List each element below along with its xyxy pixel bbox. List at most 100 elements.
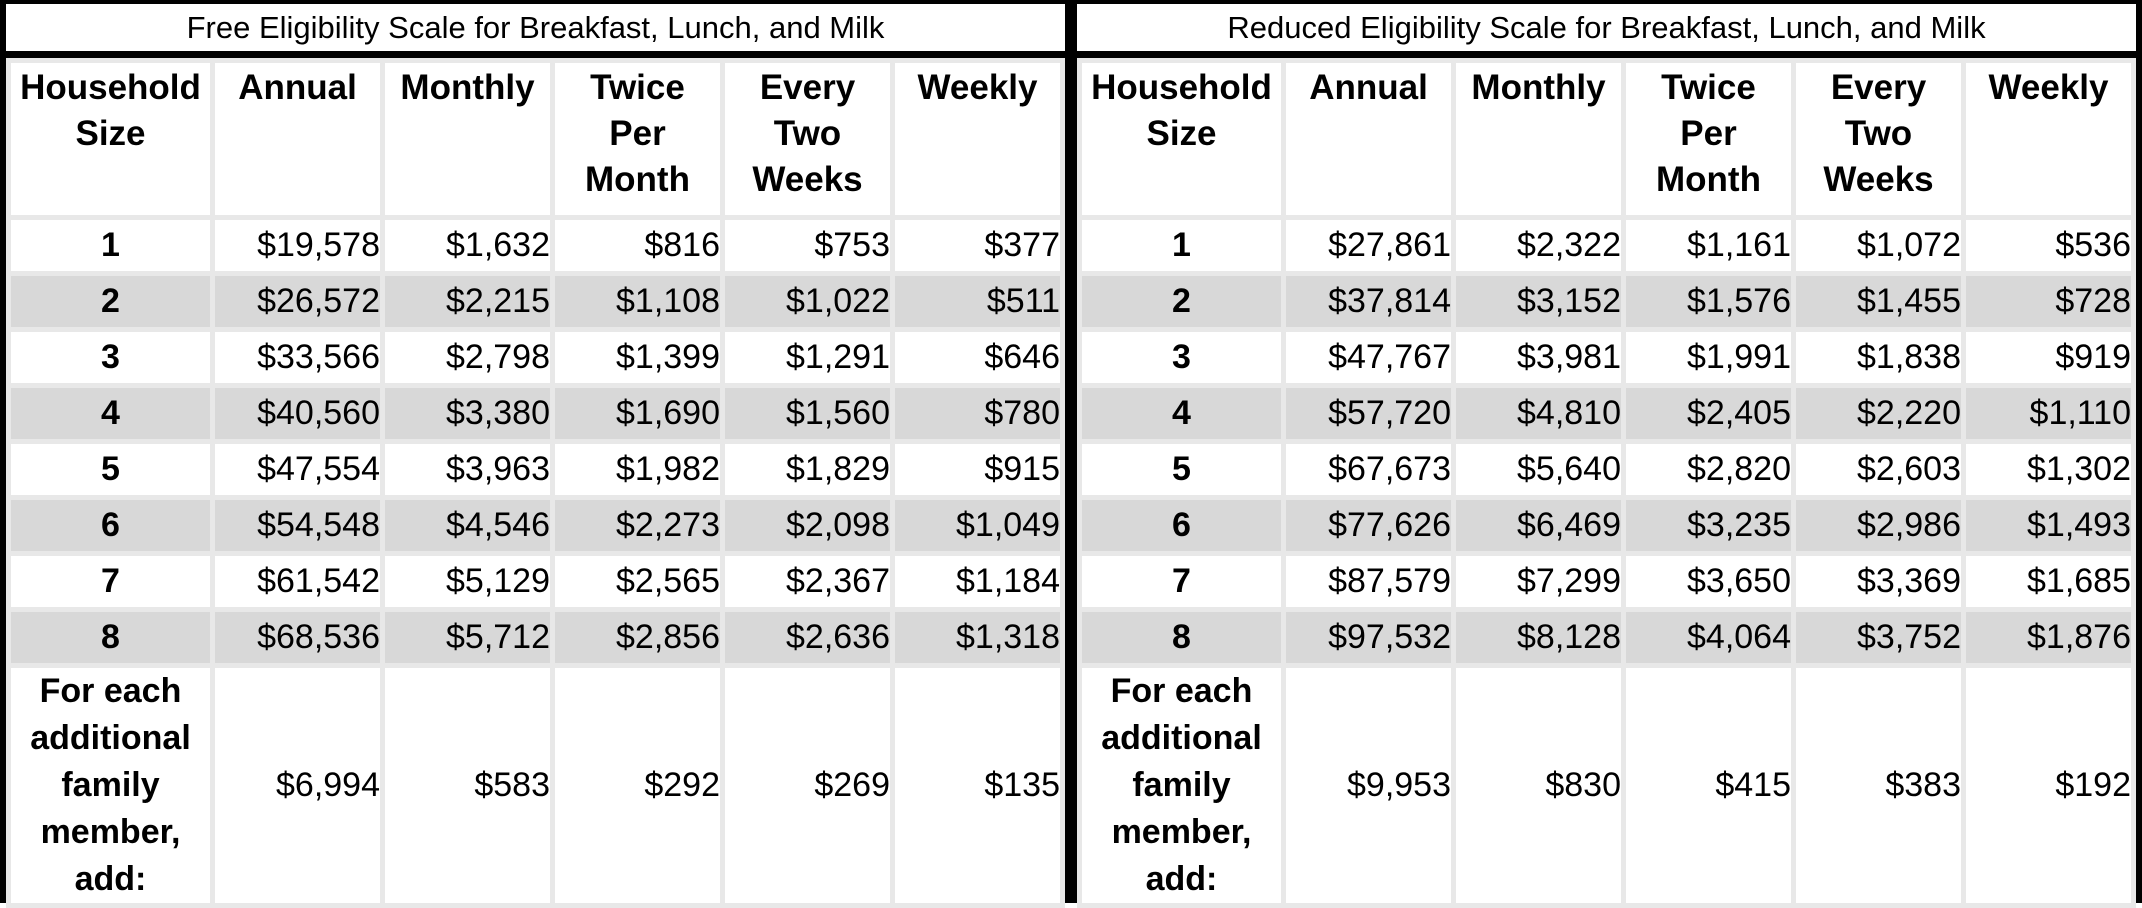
amount-cell: $1,108	[555, 276, 720, 327]
free-eligibility-table: Free Eligibility Scale for Breakfast, Lu…	[6, 4, 1065, 908]
data-row: 5 $67,673 $5,640 $2,820 $2,603 $1,302	[1082, 444, 2131, 495]
amount-cell: $2,565	[555, 556, 720, 607]
amount-cell: $1,184	[895, 556, 1060, 607]
amount-cell: $753	[725, 220, 890, 271]
additional-amount-cell: $135	[895, 668, 1060, 903]
amount-cell: $919	[1966, 332, 2131, 383]
reduced-table-title: Reduced Eligibility Scale for Breakfast,…	[1077, 4, 2136, 58]
additional-amount-cell: $269	[725, 668, 890, 903]
amount-cell: $2,273	[555, 500, 720, 551]
amount-cell: $54,548	[215, 500, 380, 551]
header-row: Household Size Annual Monthly Twice Per Mon…	[1082, 63, 2131, 215]
amount-cell: $728	[1966, 276, 2131, 327]
amount-cell: $33,566	[215, 332, 380, 383]
amount-cell: $1,632	[385, 220, 550, 271]
amount-cell: $27,861	[1286, 220, 1451, 271]
additional-amount-cell: $292	[555, 668, 720, 903]
amount-cell: $1,049	[895, 500, 1060, 551]
data-row: 5 $47,554 $3,963 $1,982 $1,829 $915	[11, 444, 1060, 495]
household-size-cell: 2	[1082, 276, 1281, 327]
reduced-eligibility-grid: Household Size Annual Monthly Twice Per Mon…	[1077, 58, 2136, 908]
amount-cell: $915	[895, 444, 1060, 495]
amount-cell: $1,302	[1966, 444, 2131, 495]
table-body: 1 $19,578 $1,632 $816 $753 $377 2 $26,572 $2,215…	[11, 220, 1060, 903]
column-header: Household Size	[1082, 63, 1281, 215]
amount-cell: $57,720	[1286, 388, 1451, 439]
amount-cell: $1,876	[1966, 612, 2131, 663]
amount-cell: $5,129	[385, 556, 550, 607]
column-header: Annual	[215, 63, 380, 215]
additional-member-row: For each additional family member, add: $…	[1082, 668, 2131, 903]
amount-cell: $2,636	[725, 612, 890, 663]
amount-cell: $1,829	[725, 444, 890, 495]
amount-cell: $1,982	[555, 444, 720, 495]
data-row: 1 $27,861 $2,322 $1,161 $1,072 $536	[1082, 220, 2131, 271]
amount-cell: $2,603	[1796, 444, 1961, 495]
household-size-cell: 7	[1082, 556, 1281, 607]
amount-cell: $1,493	[1966, 500, 2131, 551]
column-header: Twice Per Month	[1626, 63, 1791, 215]
amount-cell: $646	[895, 332, 1060, 383]
additional-amount-cell: $830	[1456, 668, 1621, 903]
amount-cell: $40,560	[215, 388, 380, 439]
amount-cell: $1,838	[1796, 332, 1961, 383]
reduced-eligibility-table: Reduced Eligibility Scale for Breakfast,…	[1077, 4, 2136, 908]
amount-cell: $2,405	[1626, 388, 1791, 439]
vertical-divider	[1065, 4, 1077, 897]
amount-cell: $4,546	[385, 500, 550, 551]
amount-cell: $6,469	[1456, 500, 1621, 551]
column-header: Monthly	[385, 63, 550, 215]
amount-cell: $1,072	[1796, 220, 1961, 271]
amount-cell: $1,110	[1966, 388, 2131, 439]
amount-cell: $1,685	[1966, 556, 2131, 607]
amount-cell: $5,712	[385, 612, 550, 663]
amount-cell: $2,986	[1796, 500, 1961, 551]
data-row: 4 $40,560 $3,380 $1,690 $1,560 $780	[11, 388, 1060, 439]
amount-cell: $2,367	[725, 556, 890, 607]
header-row: Household Size Annual Monthly Twice Per Mon…	[11, 63, 1060, 215]
amount-cell: $26,572	[215, 276, 380, 327]
household-size-cell: 1	[1082, 220, 1281, 271]
data-row: 6 $54,548 $4,546 $2,273 $2,098 $1,049	[11, 500, 1060, 551]
amount-cell: $1,455	[1796, 276, 1961, 327]
amount-cell: $2,798	[385, 332, 550, 383]
data-row: 4 $57,720 $4,810 $2,405 $2,220 $1,110	[1082, 388, 2131, 439]
amount-cell: $3,380	[385, 388, 550, 439]
data-row: 6 $77,626 $6,469 $3,235 $2,986 $1,493	[1082, 500, 2131, 551]
free-table-title: Free Eligibility Scale for Breakfast, Lu…	[6, 4, 1065, 58]
column-header: Annual	[1286, 63, 1451, 215]
amount-cell: $1,291	[725, 332, 890, 383]
amount-cell: $1,690	[555, 388, 720, 439]
household-size-cell: 5	[11, 444, 210, 495]
amount-cell: $2,215	[385, 276, 550, 327]
household-size-cell: 3	[11, 332, 210, 383]
amount-cell: $1,318	[895, 612, 1060, 663]
household-size-cell: 8	[1082, 612, 1281, 663]
amount-cell: $2,820	[1626, 444, 1791, 495]
data-row: 3 $47,767 $3,981 $1,991 $1,838 $919	[1082, 332, 2131, 383]
household-size-cell: 2	[11, 276, 210, 327]
column-header: Every Two Weeks	[725, 63, 890, 215]
amount-cell: $1,399	[555, 332, 720, 383]
column-header: Weekly	[895, 63, 1060, 215]
amount-cell: $97,532	[1286, 612, 1451, 663]
amount-cell: $4,810	[1456, 388, 1621, 439]
amount-cell: $7,299	[1456, 556, 1621, 607]
column-header: Every Two Weeks	[1796, 63, 1961, 215]
amount-cell: $3,152	[1456, 276, 1621, 327]
household-size-cell: 6	[11, 500, 210, 551]
amount-cell: $3,235	[1626, 500, 1791, 551]
table-body: 1 $27,861 $2,322 $1,161 $1,072 $536 2 $37,814 $3…	[1082, 220, 2131, 903]
additional-member-row: For each additional family member, add: $…	[11, 668, 1060, 903]
amount-cell: $37,814	[1286, 276, 1451, 327]
amount-cell: $2,322	[1456, 220, 1621, 271]
data-row: 1 $19,578 $1,632 $816 $753 $377	[11, 220, 1060, 271]
data-row: 2 $26,572 $2,215 $1,108 $1,022 $511	[11, 276, 1060, 327]
amount-cell: $1,560	[725, 388, 890, 439]
amount-cell: $3,963	[385, 444, 550, 495]
amount-cell: $511	[895, 276, 1060, 327]
amount-cell: $19,578	[215, 220, 380, 271]
additional-member-label: For each additional family member, add:	[1082, 668, 1281, 903]
amount-cell: $3,752	[1796, 612, 1961, 663]
